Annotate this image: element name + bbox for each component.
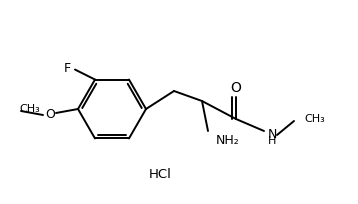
Text: N: N [267, 127, 277, 140]
Text: O: O [45, 108, 55, 121]
Text: F: F [63, 62, 71, 75]
Text: CH₃: CH₃ [19, 103, 40, 113]
Text: O: O [231, 81, 241, 94]
Text: CH₃: CH₃ [304, 113, 325, 123]
Text: H: H [268, 135, 276, 145]
Text: HCl: HCl [149, 168, 171, 181]
Text: NH₂: NH₂ [216, 133, 240, 146]
